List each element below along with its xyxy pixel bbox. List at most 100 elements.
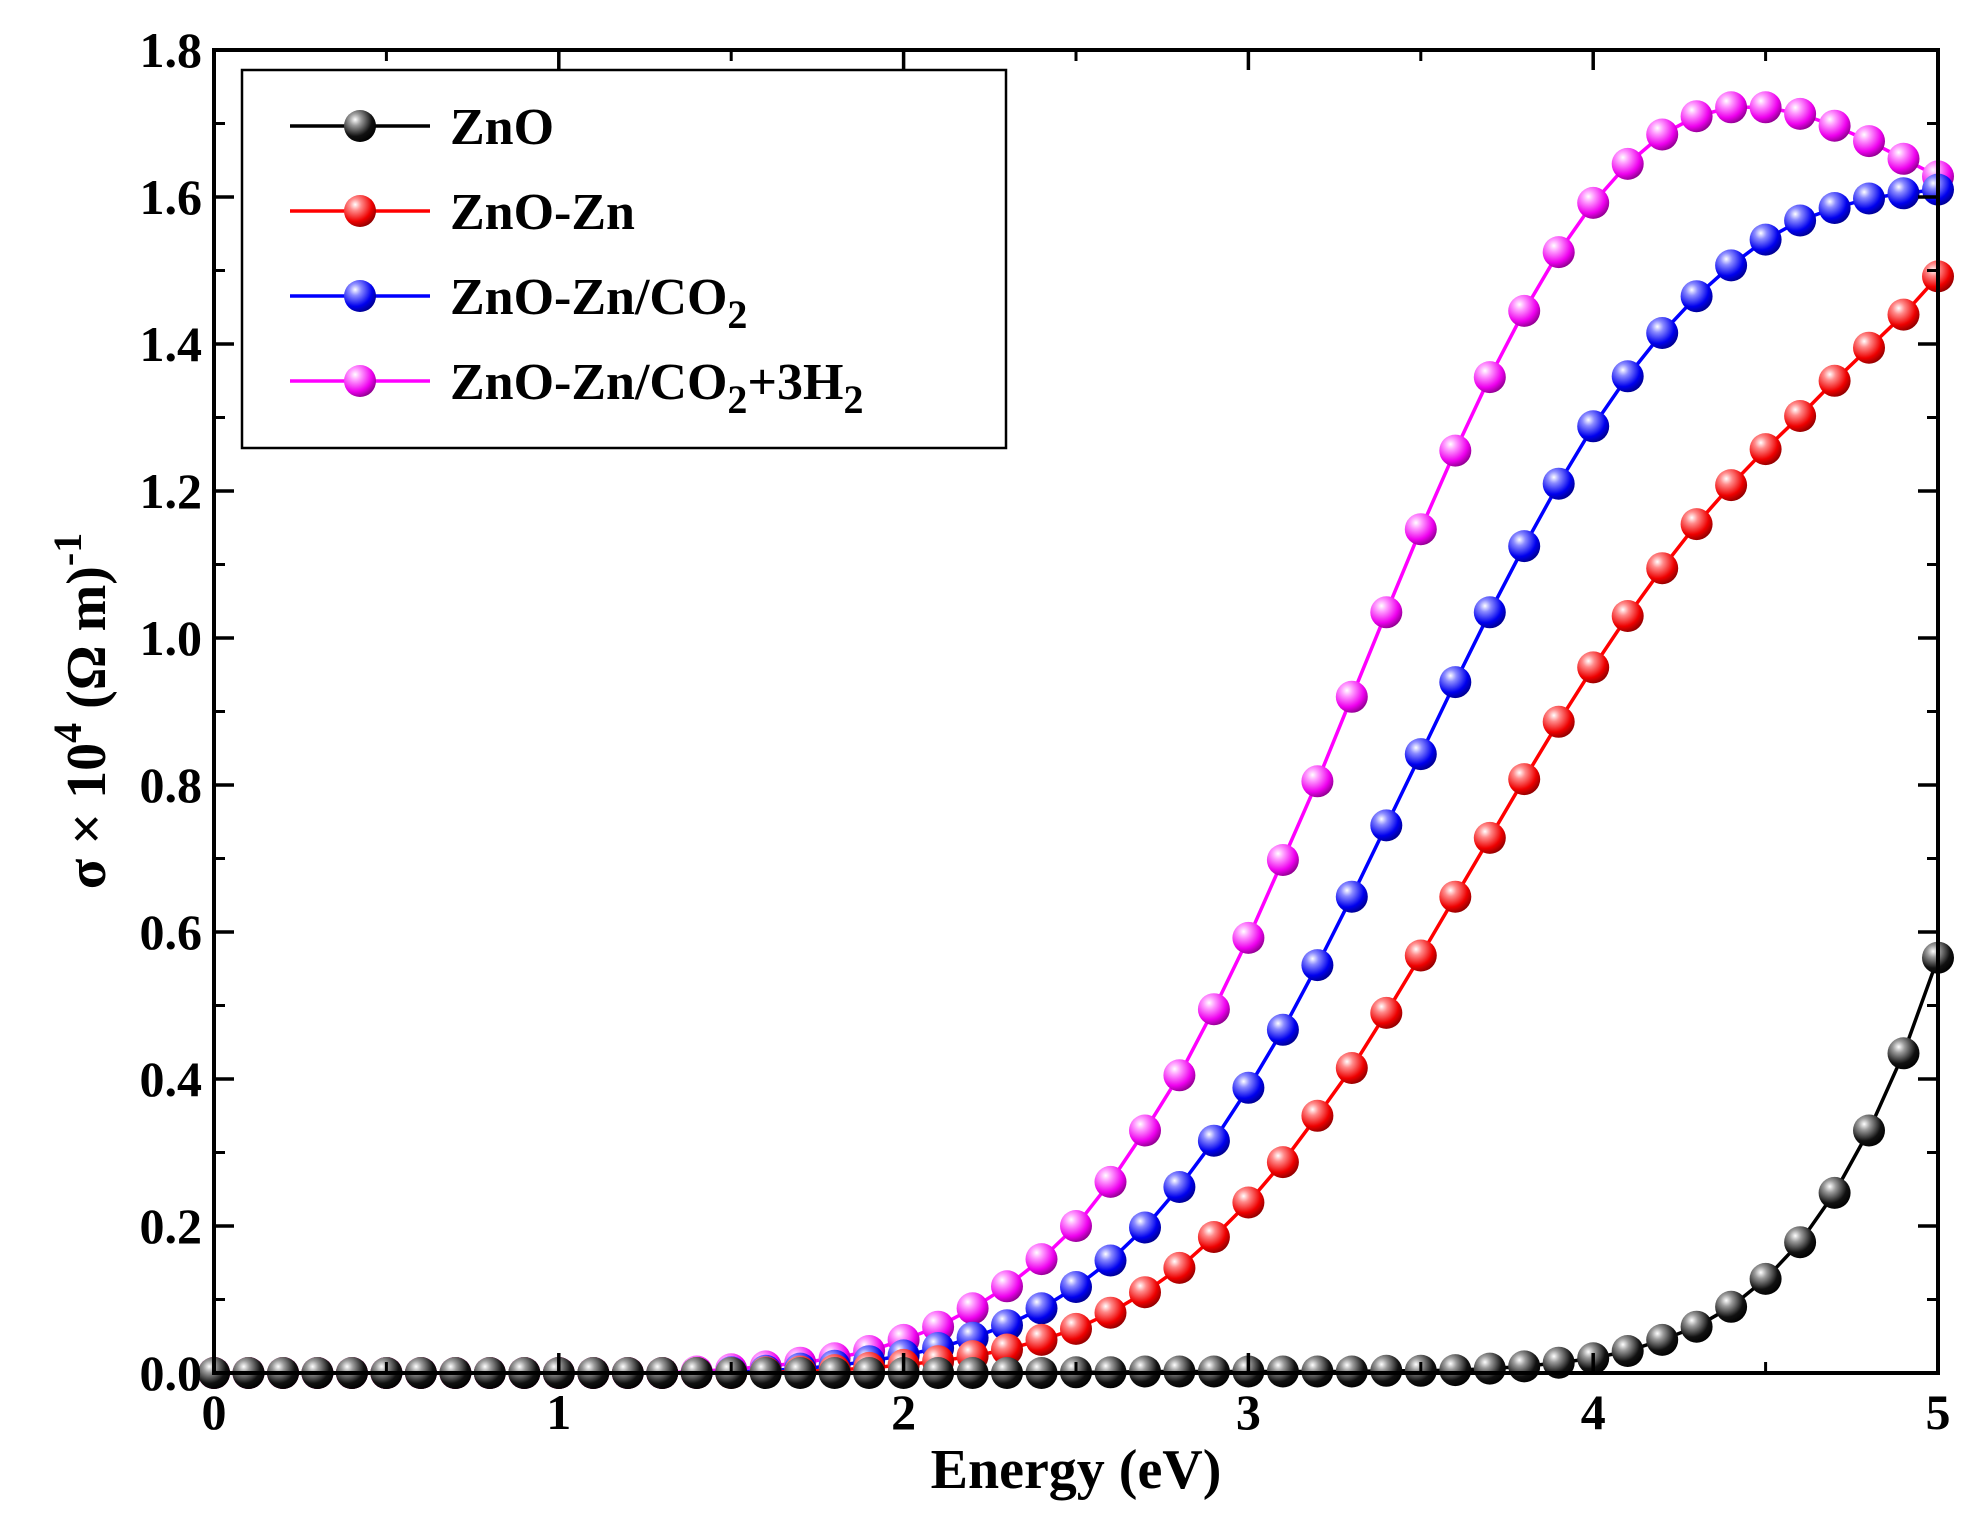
y-tick-label: 0.4: [140, 1051, 203, 1107]
data-point: [1232, 1071, 1265, 1104]
data-point: [1784, 204, 1817, 237]
data-point: [1370, 1354, 1403, 1387]
data-point: [1473, 596, 1506, 629]
data-point: [1060, 1271, 1092, 1303]
data-point: [1439, 880, 1472, 913]
data-point: [1749, 433, 1782, 466]
data-point: [1818, 364, 1851, 397]
y-axis-title-prefix: σ × 10: [56, 743, 118, 889]
data-point: [1508, 763, 1541, 796]
data-point: [1266, 1146, 1299, 1179]
y-tick-label: 1.6: [140, 169, 203, 225]
legend-swatch-marker: [344, 365, 376, 397]
data-point: [1335, 1052, 1368, 1084]
data-point: [1197, 993, 1230, 1026]
data-point: [1542, 1346, 1575, 1379]
y-tick-label: 0.6: [140, 904, 203, 960]
data-point: [1301, 949, 1334, 982]
data-point: [1646, 317, 1679, 349]
data-point: [1163, 1171, 1196, 1203]
data-point: [1370, 996, 1403, 1029]
data-point: [1611, 600, 1644, 632]
data-point: [1370, 596, 1403, 629]
data-point: [1060, 1312, 1092, 1345]
data-point: [1853, 182, 1885, 215]
data-point: [1301, 1099, 1334, 1132]
data-point: [1680, 1310, 1713, 1343]
data-point: [1473, 1352, 1506, 1385]
legend-swatch-marker: [344, 280, 376, 312]
data-point: [1232, 1186, 1265, 1219]
data-point: [1473, 361, 1506, 394]
data-point: [1611, 360, 1644, 393]
x-axis-title: Energy (eV): [931, 1439, 1222, 1501]
data-point: [1887, 177, 1920, 210]
data-point: [1542, 705, 1575, 738]
data-point: [1335, 880, 1368, 913]
data-point: [1887, 298, 1920, 331]
data-point: [1508, 1350, 1541, 1383]
data-point: [956, 1292, 989, 1325]
y-tick-label: 1.8: [140, 22, 203, 78]
data-point: [1439, 1354, 1472, 1387]
data-point: [1266, 844, 1299, 876]
data-point: [1094, 1296, 1127, 1329]
data-point: [1611, 147, 1644, 180]
data-point: [1439, 434, 1472, 467]
data-point: [1025, 1323, 1058, 1356]
data-point: [1646, 118, 1679, 151]
data-point: [1542, 236, 1575, 269]
legend-label: ZnO: [450, 99, 554, 156]
data-point: [1887, 142, 1920, 175]
y-tick-label: 1.2: [140, 463, 203, 519]
data-point: [1853, 331, 1885, 364]
data-point: [1060, 1210, 1092, 1242]
data-point: [1404, 939, 1437, 972]
y-tick-label: 1.4: [140, 316, 203, 372]
data-point: [1129, 1114, 1161, 1147]
data-point: [1577, 410, 1610, 443]
x-tick-label: 4: [1581, 1384, 1606, 1440]
x-tick-label: 0: [202, 1384, 227, 1440]
data-point: [1129, 1276, 1161, 1309]
y-tick-label: 0.2: [140, 1198, 203, 1254]
x-tick-label: 5: [1926, 1384, 1951, 1440]
data-point: [1818, 109, 1851, 142]
data-point: [1853, 1114, 1885, 1147]
y-axis-title-exponent: 4: [45, 723, 90, 743]
data-point: [1197, 1221, 1230, 1253]
legend-label: ZnO-Zn/CO2+3H2: [450, 354, 864, 422]
x-tick-label: 2: [891, 1384, 916, 1440]
data-point: [1577, 651, 1610, 684]
legend-item-zno-zn-co2-3h2: ZnO-Zn/CO2+3H2: [290, 354, 864, 422]
legend: ZnO ZnO-Zn ZnO-Zn/CO2 ZnO-Zn/CO2+3H2: [240, 68, 1008, 450]
data-point: [991, 1270, 1023, 1303]
data-point: [1818, 1176, 1851, 1209]
axis-layer: 0 1 2 3 4 5 0.0 0.2 0.4 0.6 0.8 1.0 1.2 1.4 1.6 1.8: [140, 22, 1951, 1440]
y-axis-title-unit: (Ω m): [56, 566, 118, 723]
data-point: [1197, 1124, 1230, 1157]
x-tick-label: 1: [546, 1384, 571, 1440]
legend-swatch-marker: [344, 195, 376, 227]
data-point: [1025, 1292, 1058, 1325]
y-tick-label: 0.0: [140, 1345, 203, 1401]
data-point: [1784, 97, 1817, 130]
legend-item-zno-zn-co2: ZnO-Zn/CO2: [290, 269, 747, 337]
data-point: [1715, 1290, 1748, 1323]
data-point: [1749, 223, 1782, 256]
data-point: [1335, 680, 1368, 713]
data-point: [1818, 192, 1851, 224]
y-axis-title-unit-exponent: -1: [45, 533, 90, 566]
data-point: [1232, 921, 1265, 954]
data-point: [1611, 1335, 1644, 1367]
data-point: [1577, 186, 1610, 219]
y-tick-label: 0.8: [140, 757, 203, 813]
data-point: [1508, 294, 1541, 327]
data-point: [1129, 1211, 1161, 1244]
data-point: [1094, 1165, 1127, 1198]
x-tick-label: 3: [1236, 1384, 1261, 1440]
data-point: [1473, 821, 1506, 854]
data-point: [1749, 91, 1782, 124]
data-point: [1404, 513, 1437, 546]
